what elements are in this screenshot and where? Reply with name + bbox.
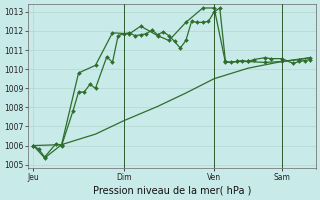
- X-axis label: Pression niveau de la mer( hPa ): Pression niveau de la mer( hPa ): [92, 186, 251, 196]
